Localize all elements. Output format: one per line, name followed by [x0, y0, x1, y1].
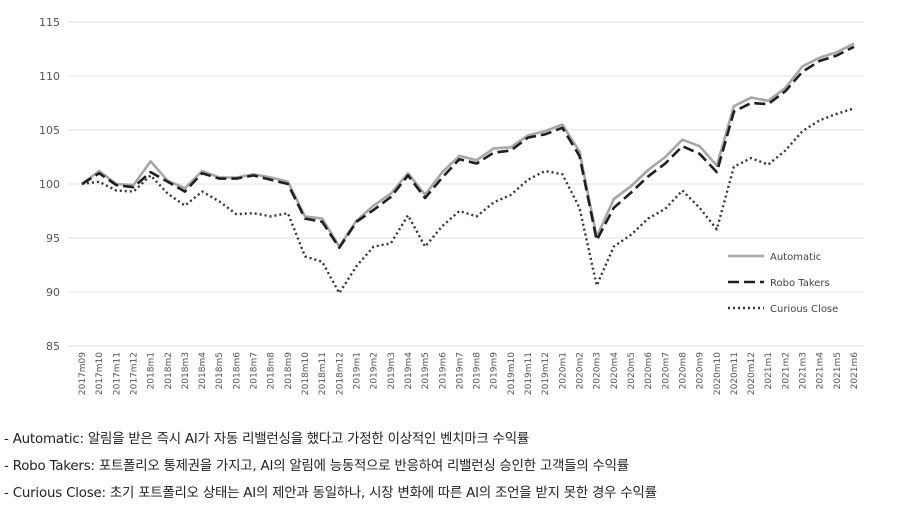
- x-tick-label: 2019m8: [473, 352, 483, 390]
- x-tick-label: 2020m4: [610, 352, 620, 390]
- legend-label-robo-takers: Robo Takers: [770, 278, 830, 289]
- x-tick-label: 2017m11: [112, 352, 122, 395]
- x-tick-label: 2020m9: [696, 352, 706, 390]
- x-tick-label: 2020m3: [593, 352, 603, 389]
- series-line-robo-takers: [81, 45, 855, 249]
- x-tick-label: 2018m8: [267, 352, 277, 390]
- x-tick-label: 2020m7: [661, 352, 671, 389]
- x-tick-label: 2020m8: [678, 352, 688, 390]
- x-tick-label: 2018m2: [164, 352, 174, 389]
- footnotes: - Automatic: 알림을 받은 즉시 AI가 자동 리밸런싱을 했다고 …: [4, 426, 894, 507]
- x-tick-label: 2018m9: [284, 352, 294, 390]
- x-tick-label: 2019m3: [387, 352, 397, 389]
- x-tick-label: 2021m4: [816, 352, 826, 390]
- x-tick-label: 2018m10: [301, 352, 311, 395]
- x-tick-label: 2021m1: [764, 352, 774, 389]
- x-tick-label: 2019m2: [370, 352, 380, 389]
- x-tick-label: 2020m1: [558, 352, 568, 389]
- x-tick-label: 2018m3: [181, 352, 191, 389]
- x-tick-label: 2019m1: [352, 352, 362, 389]
- chart-area: 85 90 95 100 105 110 115 2017m09 2017m10 2017m11…: [39, 16, 864, 395]
- line-chart: 85 90 95 100 105 110 115 2017m09 2017m10 2017m11…: [39, 16, 864, 395]
- footnote-curious-close: - Curious Close: 초기 포트폴리오 상태는 AI의 제안과 동일…: [4, 486, 657, 501]
- x-tick-label: 2018m4: [198, 352, 208, 390]
- x-tick-label: 2019m11: [524, 352, 534, 395]
- series-line-curious-close: [81, 107, 855, 295]
- x-tick-label: 2019m4: [404, 352, 414, 390]
- x-tick-label: 2017m09: [78, 352, 88, 395]
- footnote-robo-takers: - Robo Takers: 포트폴리오 통제권을 가지고, AI의 알림에 능…: [4, 459, 629, 474]
- x-tick-label: 2020m12: [747, 352, 757, 395]
- x-tick-label: 2018m11: [318, 352, 328, 395]
- x-tick-label: 2018m6: [232, 352, 242, 390]
- x-tick-label: 2021m6: [850, 352, 860, 390]
- x-tick-label: 2019m12: [541, 352, 551, 395]
- x-tick-label: 2021m3: [799, 352, 809, 389]
- x-tick-label: 2019m10: [507, 352, 517, 395]
- x-tick-label: 2020m6: [644, 352, 654, 390]
- legend-label-curious-close: Curious Close: [770, 304, 838, 315]
- x-tick-label: 2018m12: [335, 352, 345, 395]
- x-tick-label: 2020m2: [576, 352, 586, 389]
- x-tick-label: 2020m11: [730, 352, 740, 395]
- x-tick-label: 2019m7: [455, 352, 465, 389]
- x-tick-label: 2017m12: [129, 352, 139, 395]
- x-tick-label: 2018m1: [147, 352, 157, 389]
- x-tick-label: 2017m10: [95, 352, 105, 395]
- x-tick-label: 2018m7: [250, 352, 260, 389]
- y-tick-label: 110: [39, 70, 60, 83]
- y-tick-label: 100: [39, 178, 60, 191]
- legend-label-automatic: Automatic: [770, 252, 821, 263]
- x-tick-label: 2020m10: [713, 352, 723, 395]
- footnote-automatic: - Automatic: 알림을 받은 즉시 AI가 자동 리밸런싱을 했다고 …: [4, 432, 530, 447]
- y-tick-label: 85: [46, 340, 60, 353]
- x-tick-label: 2021m5: [833, 352, 843, 389]
- y-tick-label: 90: [46, 286, 60, 299]
- x-tick-label: 2018m5: [215, 352, 225, 389]
- x-tick-label: 2019m5: [421, 352, 431, 389]
- y-tick-label: 115: [39, 16, 60, 29]
- x-tick-label: 2020m5: [627, 352, 637, 389]
- x-tick-label: 2021m2: [781, 352, 791, 389]
- x-tick-label: 2019m9: [490, 352, 500, 390]
- y-tick-label: 105: [39, 124, 60, 137]
- x-tick-label: 2019m6: [438, 352, 448, 390]
- series-line-automatic: [81, 42, 855, 248]
- y-tick-label: 95: [46, 232, 60, 245]
